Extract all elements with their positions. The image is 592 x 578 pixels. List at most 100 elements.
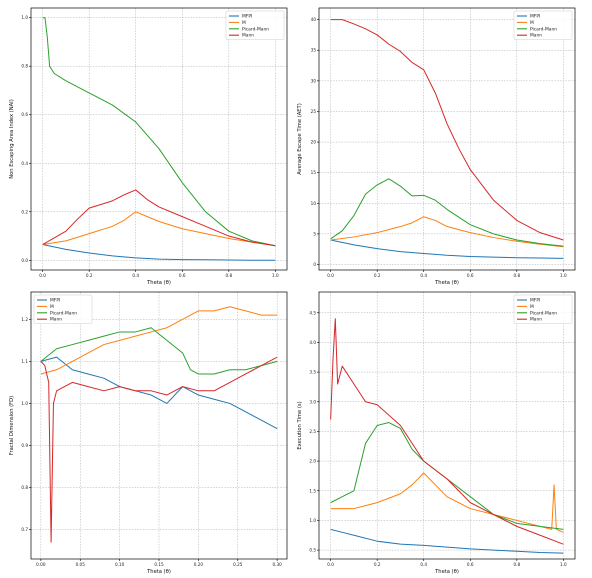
y-tick-label: 0.9: [21, 443, 28, 448]
series-line-m: [330, 472, 564, 533]
y-tick-label: 4.5: [309, 310, 316, 315]
x-axis-label: Theta (θ): [146, 280, 171, 286]
series-line-mann: [330, 318, 564, 545]
x-axis-label: Theta (θ): [146, 569, 171, 575]
plot-frame: [318, 291, 576, 560]
x-tick-label: 0.05: [76, 562, 86, 567]
x-tick-label: 0.4: [420, 562, 427, 567]
x-axis-label: Theta (θ): [434, 569, 459, 575]
legend-label-m: M: [530, 20, 534, 26]
legend-label-mann: Mann: [530, 317, 542, 323]
x-tick-label: 0.25: [233, 562, 243, 567]
x-tick-label: 1.0: [560, 562, 567, 567]
chart-panel-2: 0.0 0.2 0.4 0.6 0.8 1.0 0 5 10 15 20 25 30 35 40 Theta …: [297, 7, 576, 286]
series-line-mfpi: [40, 356, 278, 430]
chart-panel-4: 0.0 0.2 0.4 0.6 0.8 1.0 0.5 1.0 1.5 2.0 2.5 3.0 3.5 4…: [297, 291, 576, 575]
x-tick-label: 0.8: [225, 273, 232, 278]
legend-label-picard-mann: Picard-Mann: [50, 310, 77, 316]
legend-label-mfpi: MFPI: [50, 298, 60, 304]
legend-label-mann: Mann: [530, 33, 542, 39]
x-tick-label: 0.10: [115, 562, 125, 567]
y-tick-label: 1.1: [21, 359, 28, 364]
x-tick-label: 0.15: [154, 562, 164, 567]
y-tick-label: 2.0: [309, 459, 316, 464]
series-line-mfpi: [330, 528, 564, 554]
y-tick-label: 25: [311, 109, 317, 114]
x-tick-label: 1.0: [560, 273, 567, 278]
legend-label-picard-mann: Picard-Mann: [530, 26, 557, 32]
y-tick-label: 0.2: [21, 209, 28, 214]
y-tick-label: 0.7: [21, 527, 28, 532]
y-tick-label: 40: [311, 17, 317, 22]
x-tick-label: 0.6: [467, 273, 474, 278]
legend-label-mfpi: MFPI: [530, 298, 540, 304]
chart-panel-3: 0.00 0.05 0.10 0.15 0.20 0.25 0.30 0.7 0.8 0.9 1.0…: [9, 291, 288, 575]
x-tick-label: 0.8: [513, 562, 520, 567]
x-tick-label: 0.2: [86, 273, 93, 278]
x-tick-label: 0.6: [179, 273, 186, 278]
series-line-picard-mann: [330, 178, 564, 247]
y-tick-label: 35: [311, 48, 317, 53]
y-tick-label: 1.0: [21, 15, 28, 20]
x-tick-label: 0.8: [513, 273, 520, 278]
x-tick-label: 0.30: [272, 562, 282, 567]
x-tick-label: 0.20: [194, 562, 204, 567]
legend-label-m: M: [50, 304, 54, 310]
y-tick-label: 15: [311, 170, 317, 175]
y-tick-label: 1.2: [21, 317, 28, 322]
series-line-picard-mann: [40, 327, 278, 375]
y-tick-label: 5: [313, 231, 316, 236]
x-tick-label: 0.4: [132, 273, 139, 278]
y-axis-label: Non Escaping Area Index (NAI): [9, 99, 15, 179]
series-line-m: [42, 211, 276, 247]
series-line-mfpi: [330, 239, 564, 259]
y-axis-label: Fractal Dimension (FD): [9, 396, 15, 455]
series-line-mann: [40, 356, 278, 543]
x-tick-label: 0.00: [36, 562, 46, 567]
chart-panel-1: 0.0 0.2 0.4 0.6 0.8 1.0 0.0 0.2 0.4 0.6 0.8 1.0 Thet…: [9, 7, 288, 286]
legend-label-m: M: [530, 304, 534, 310]
legend-box: [513, 294, 573, 324]
y-tick-label: 1.0: [309, 518, 316, 523]
legend-label-mfpi: MFPI: [530, 14, 540, 20]
y-tick-label: 0: [313, 262, 316, 267]
legend-label-mann: Mann: [242, 33, 254, 39]
y-tick-label: 3.5: [309, 370, 316, 375]
y-tick-label: 1.5: [309, 488, 316, 493]
y-tick-label: 2.5: [309, 429, 316, 434]
plot-frame: [30, 7, 288, 271]
legend-box: [33, 294, 93, 324]
y-tick-label: 0.6: [21, 112, 28, 117]
series-line-m: [40, 306, 278, 375]
x-tick-label: 0.0: [327, 273, 334, 278]
y-tick-label: 1.0: [21, 401, 28, 406]
plot-frame: [318, 7, 576, 271]
series-line-mann: [330, 19, 564, 241]
x-tick-label: 0.0: [39, 273, 46, 278]
x-tick-label: 1.0: [272, 273, 279, 278]
y-tick-label: 4.0: [309, 340, 316, 345]
y-tick-label: 0.0: [21, 258, 28, 263]
y-tick-label: 10: [311, 201, 317, 206]
series-line-mann: [42, 189, 276, 247]
y-tick-label: 20: [311, 140, 317, 145]
y-axis-label: Average Escape Time (AET): [297, 103, 303, 174]
y-tick-label: 0.5: [309, 548, 316, 553]
x-tick-label: 0.6: [467, 562, 474, 567]
x-axis-label: Theta (θ): [434, 280, 459, 286]
y-tick-label: 3.0: [309, 399, 316, 404]
x-tick-label: 0.0: [327, 562, 334, 567]
y-tick-label: 30: [311, 78, 317, 83]
legend-label-picard-mann: Picard-Mann: [530, 310, 557, 316]
legend-label-picard-mann: Picard-Mann: [242, 26, 269, 32]
y-tick-label: 0.8: [21, 485, 28, 490]
series-line-mfpi: [42, 244, 276, 261]
x-tick-label: 0.4: [420, 273, 427, 278]
legend-box: [513, 10, 573, 40]
y-tick-label: 0.8: [21, 64, 28, 69]
